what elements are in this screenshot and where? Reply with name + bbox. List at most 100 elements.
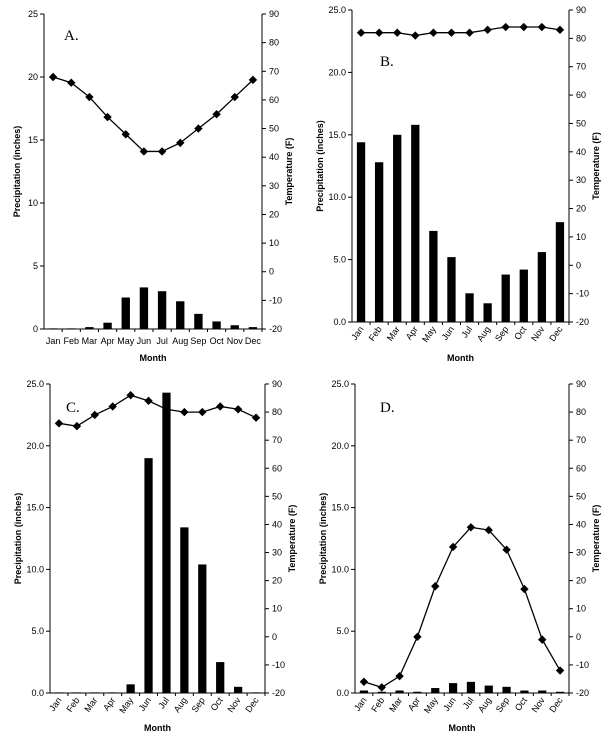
left-tick-label: 15 <box>28 135 38 145</box>
temperature-point <box>448 542 458 552</box>
right-tick-label: 0 <box>576 632 581 642</box>
right-tick-label: 60 <box>576 90 586 100</box>
temperature-line <box>52 76 254 153</box>
right-tick-label: 30 <box>576 175 586 185</box>
temperature-point <box>212 110 221 119</box>
right-tick-label: 70 <box>269 66 279 76</box>
precipitation-bar <box>413 691 422 693</box>
precipitation-bar <box>519 269 528 322</box>
precipitation-bar <box>90 692 99 693</box>
x-tick-label: Apr <box>101 695 117 712</box>
x-tick-label: Jul <box>156 695 171 710</box>
left-tick-label: 10.0 <box>328 192 346 202</box>
x-tick-label: Sep <box>190 695 207 714</box>
chart-panel-b: 0.0 5.0 10.0 15.0 20.0 25.0 -20 -10 0 10 20 30 40 50 6… <box>315 5 601 363</box>
chart-panel-c: 0.0 5.0 10.0 15.0 20.0 25.0 -20 -10 0 10 20 30 40 50 6… <box>13 379 297 733</box>
temperature-point <box>233 405 243 414</box>
temperature-point <box>54 419 64 428</box>
y2-axis-title: Temperature (F) <box>591 132 601 200</box>
temperature-point <box>216 402 225 411</box>
left-tick-label: 20.0 <box>331 441 349 451</box>
x-tick-label: Jul <box>156 336 168 346</box>
x-tick-label: Sep <box>493 324 510 343</box>
left-tick-label: 10 <box>28 198 38 208</box>
precipitation-bar <box>555 222 565 322</box>
left-tick-label: 10.0 <box>331 564 349 574</box>
precipitation-bar <box>537 252 547 322</box>
x-tick-label: Aug <box>172 336 188 346</box>
x-tick-label: Nov <box>225 695 243 714</box>
temperature-point <box>555 666 565 675</box>
temperature-point <box>484 525 493 535</box>
temperature-point <box>230 92 239 102</box>
precipitation-bar <box>234 686 243 693</box>
right-tick-label: 40 <box>576 147 586 157</box>
temperature-point <box>501 22 510 32</box>
x-axis-title: Month <box>449 723 476 733</box>
x-tick-label: Aug <box>476 695 493 714</box>
x-tick-label: Nov <box>227 336 244 346</box>
x-axis-title: Month <box>140 353 167 363</box>
temperature-point <box>538 635 547 644</box>
right-tick-label: -20 <box>269 324 282 334</box>
right-tick-label: -10 <box>269 295 282 305</box>
right-tick-label: 60 <box>576 463 586 473</box>
temperature-point <box>413 632 422 642</box>
x-tick-label: May <box>117 695 135 715</box>
x-tick-label: Feb <box>367 324 384 342</box>
temperature-point <box>537 22 547 32</box>
temperature-point <box>90 410 99 420</box>
precipitation-bar <box>429 230 438 322</box>
x-tick-label: Dec <box>547 324 565 343</box>
x-tick-label: Sep <box>190 336 206 346</box>
temperature-point <box>429 28 438 37</box>
temperature-point <box>180 407 189 417</box>
temperature-point <box>48 72 58 82</box>
x-tick-label: Jun <box>441 695 458 713</box>
x-tick-label: Apr <box>404 324 420 341</box>
precipitation-bar <box>520 690 529 693</box>
panel-label: D. <box>380 400 395 416</box>
left-tick-label: 20.0 <box>328 67 346 77</box>
x-tick-label: Oct <box>209 695 226 713</box>
right-tick-label: -20 <box>272 688 285 698</box>
left-tick-label: 25.0 <box>26 379 44 389</box>
precipitation-bar <box>85 327 94 329</box>
temperature-point <box>447 28 456 37</box>
x-tick-label: Dec <box>245 336 262 346</box>
panel-label: A. <box>64 28 79 44</box>
left-tick-label: 15.0 <box>26 503 44 513</box>
temperature-point <box>483 25 492 35</box>
left-tick-label: 20 <box>28 72 38 82</box>
temperature-point <box>555 25 565 35</box>
y-axis-title: Precipitation (inches) <box>12 126 22 218</box>
precipitation-bar <box>483 303 492 322</box>
right-tick-label: -20 <box>576 688 589 698</box>
precipitation-bar <box>555 691 565 693</box>
x-tick-label: Nov <box>529 324 547 343</box>
temperature-point <box>139 147 149 156</box>
right-tick-label: 20 <box>576 576 586 586</box>
temperature-line <box>363 526 561 689</box>
temperature-point <box>359 677 369 686</box>
precipitation-bar <box>484 685 493 693</box>
left-tick-label: 5.0 <box>31 626 44 636</box>
x-tick-label: Dec <box>243 695 261 714</box>
precipitation-bar <box>194 313 203 329</box>
x-tick-label: Dec <box>547 695 565 714</box>
right-tick-label: 10 <box>272 604 282 614</box>
precipitation-bar <box>374 162 384 322</box>
right-tick-label: 30 <box>269 181 279 191</box>
right-tick-label: 40 <box>576 519 586 529</box>
precipitation-bar <box>144 458 153 693</box>
x-tick-label: Jun <box>137 695 154 713</box>
x-tick-label: Feb <box>64 695 81 713</box>
temperature-point <box>194 124 203 133</box>
temperature-point <box>251 413 261 422</box>
x-tick-label: Mar <box>387 695 404 713</box>
precipitation-bar <box>447 257 456 322</box>
right-tick-label: 20 <box>269 209 279 219</box>
x-tick-label: Oct <box>513 695 530 713</box>
left-tick-label: 5 <box>33 261 38 271</box>
precipitation-bar <box>230 325 239 329</box>
